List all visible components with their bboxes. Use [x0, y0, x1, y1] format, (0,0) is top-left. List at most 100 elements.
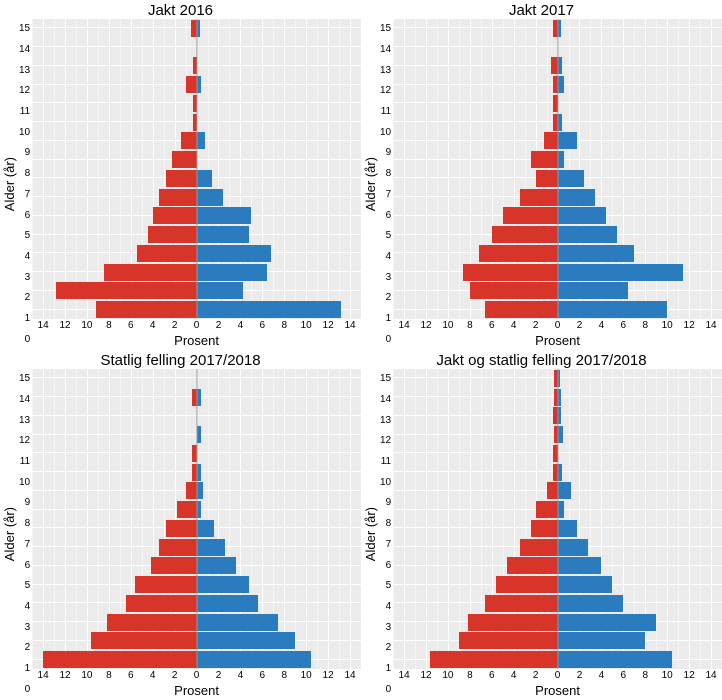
y-tick: 10 [380, 122, 391, 143]
x-tick: 8 [642, 671, 648, 681]
x-axis-label: Prosent [393, 683, 722, 700]
x-tick: 14 [344, 321, 355, 331]
bar-right [558, 539, 589, 556]
bar-left [503, 207, 558, 224]
y-tick: 13 [380, 410, 391, 431]
x-tick: 6 [489, 321, 495, 331]
y-tick: 0 [19, 679, 30, 700]
zero-line [196, 19, 197, 319]
bar-left [459, 632, 558, 649]
x-tick: 4 [238, 671, 244, 681]
bar-right [558, 482, 571, 499]
x-tick: 10 [662, 321, 673, 331]
bar-right [197, 557, 236, 574]
x-tick: 2 [172, 671, 178, 681]
zero-line [557, 369, 558, 669]
bar-left [159, 539, 196, 556]
bar-right [558, 207, 606, 224]
bar-left [485, 301, 557, 318]
y-axis: 0123456789101112131415 [19, 19, 32, 350]
zero-line [557, 19, 558, 319]
y-tick: 3 [19, 617, 30, 638]
bar-right [197, 282, 243, 299]
x-tick: 8 [281, 321, 287, 331]
bar-left [520, 189, 557, 206]
y-tick: 10 [19, 122, 30, 143]
bar-right [558, 614, 657, 631]
bar-left [181, 132, 196, 149]
y-tick: 9 [19, 493, 30, 514]
y-tick: 11 [380, 102, 391, 123]
bar-right [558, 114, 562, 131]
bar-right [558, 301, 668, 318]
chart-grid: Jakt 2016Alder (år)012345678910111213141… [0, 0, 722, 700]
x-tick: 4 [511, 321, 517, 331]
panel-3: Jakt og statlig felling 2017/2018Alder (… [361, 350, 722, 700]
x-axis: 141210864202468101214 [32, 319, 361, 333]
x-tick: 10 [301, 671, 312, 681]
y-tick: 5 [19, 576, 30, 597]
y-tick: 12 [19, 431, 30, 452]
y-tick: 1 [19, 309, 30, 330]
bar-left [536, 170, 558, 187]
y-tick: 0 [380, 329, 391, 350]
bar-left [137, 245, 196, 262]
bar-right [558, 464, 562, 481]
x-tick: 12 [59, 321, 70, 331]
bar-right [558, 651, 672, 668]
y-tick: 13 [19, 410, 30, 431]
y-tick: 9 [380, 493, 391, 514]
bar-right [197, 464, 201, 481]
zero-line [196, 369, 197, 669]
x-tick: 14 [344, 671, 355, 681]
y-tick: 13 [380, 60, 391, 81]
x-tick: 4 [150, 671, 156, 681]
panel-1: Jakt 2017Alder (år)012345678910111213141… [361, 0, 722, 350]
y-tick: 15 [380, 369, 391, 390]
bar-right [197, 389, 201, 406]
bar-right [558, 557, 602, 574]
x-tick: 2 [533, 671, 539, 681]
bar-left [479, 245, 558, 262]
bar-right [197, 170, 212, 187]
bar-right [197, 520, 215, 537]
bar-right [197, 245, 272, 262]
bar-right [197, 595, 258, 612]
x-tick: 14 [705, 321, 716, 331]
y-tick: 7 [380, 535, 391, 556]
y-tick: 7 [19, 185, 30, 206]
y-axis: 0123456789101112131415 [19, 369, 32, 700]
x-tick: 8 [642, 321, 648, 331]
x-tick: 4 [238, 321, 244, 331]
x-tick: 14 [705, 671, 716, 681]
y-tick: 5 [380, 226, 391, 247]
x-tick: 12 [59, 671, 70, 681]
bar-left [126, 595, 196, 612]
panel-body: Alder (år)012345678910111213141514121086… [0, 19, 361, 350]
y-tick: 11 [19, 102, 30, 123]
y-tick: 15 [19, 369, 30, 390]
plot-column: 141210864202468101214Prosent [393, 369, 722, 700]
x-tick: 12 [684, 671, 695, 681]
y-tick: 11 [19, 452, 30, 473]
bar-right [197, 426, 201, 443]
panel-title: Jakt 2017 [361, 2, 722, 19]
panel-title: Jakt 2016 [0, 2, 361, 19]
y-axis: 0123456789101112131415 [380, 369, 393, 700]
y-tick: 8 [380, 514, 391, 535]
x-axis-label: Prosent [32, 683, 361, 700]
y-tick: 8 [19, 514, 30, 535]
bar-left [56, 282, 196, 299]
bar-left [96, 301, 197, 318]
panel-0: Jakt 2016Alder (år)012345678910111213141… [0, 0, 361, 350]
bar-left [547, 482, 558, 499]
x-tick: 6 [128, 321, 134, 331]
x-tick: 4 [150, 321, 156, 331]
x-tick: 8 [467, 321, 473, 331]
y-tick: 2 [380, 638, 391, 659]
x-tick: 10 [442, 671, 453, 681]
x-tick: 2 [216, 671, 222, 681]
y-tick: 14 [19, 390, 30, 411]
bar-left [544, 132, 557, 149]
y-tick: 13 [19, 60, 30, 81]
